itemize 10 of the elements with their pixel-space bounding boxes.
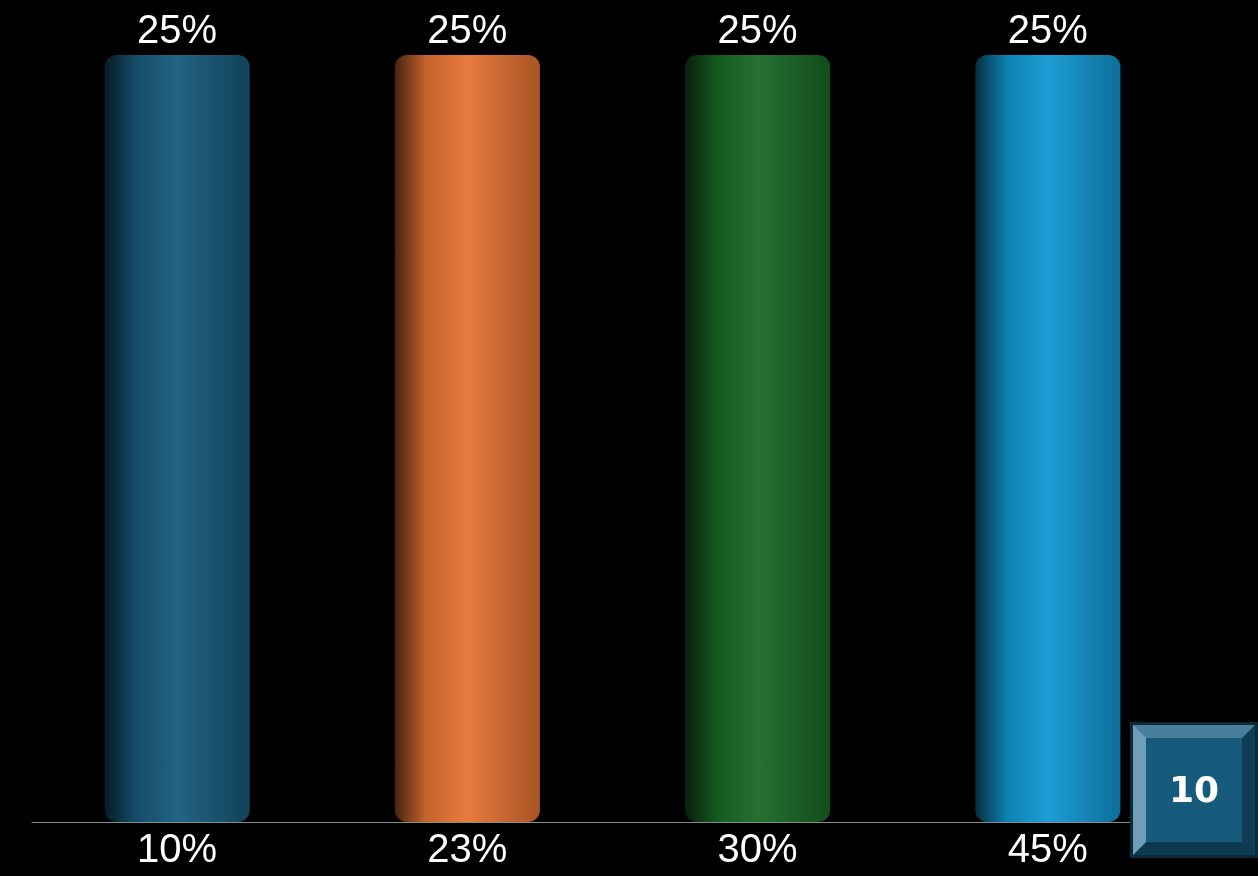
x-tick-label: 45% (1007, 826, 1088, 870)
x-tick-label: 23% (427, 826, 508, 870)
data-label: 25% (137, 7, 218, 51)
x-tick-label: 10% (137, 826, 218, 870)
number-badge: 10 (1130, 722, 1258, 858)
data-label: 25% (717, 7, 798, 51)
data-label: 25% (1007, 7, 1088, 51)
annotation: 10 (1168, 769, 1220, 810)
x-tick-label: 30% (717, 826, 798, 870)
data-label: 25% (427, 7, 508, 51)
